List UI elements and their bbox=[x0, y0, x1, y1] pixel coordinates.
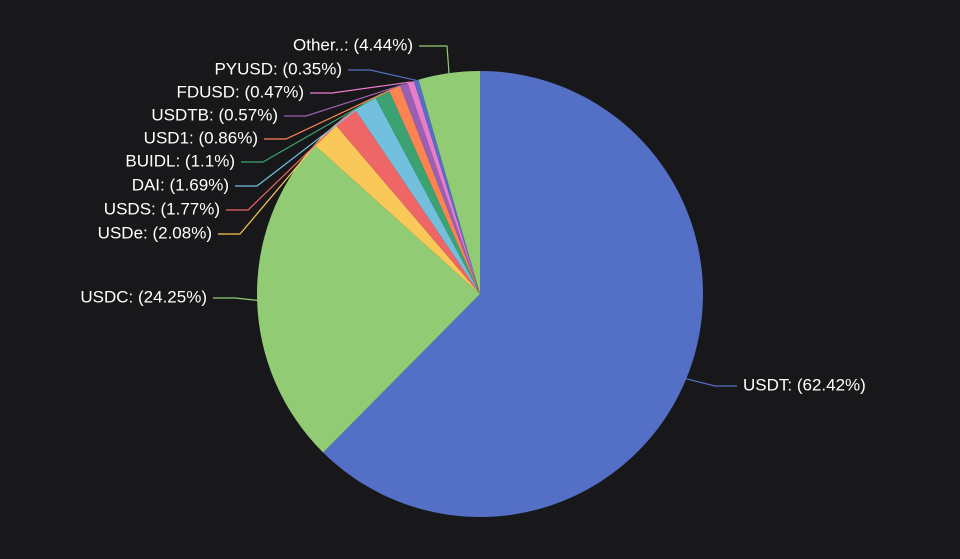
slice-label-usdtb: USDTB: (0.57%) bbox=[151, 105, 278, 124]
pie-slice-pyusd bbox=[413, 79, 480, 294]
pie-slice-buidl bbox=[375, 90, 480, 294]
leader-line-usdtb bbox=[284, 83, 405, 117]
pie-slice-other bbox=[418, 71, 480, 294]
labels-layer: USDT: (62.42%) USDC: (24.25%) USDe: (2.08%… bbox=[80, 35, 865, 394]
slice-label-other: Other..: (4.44%) bbox=[293, 35, 413, 54]
pie-slice-dai bbox=[354, 97, 480, 295]
leader-line-usd1 bbox=[264, 87, 395, 140]
slice-label-usd1: USD1: (0.86%) bbox=[144, 128, 258, 147]
slice-label-usds: USDS: (1.77%) bbox=[104, 199, 220, 218]
leader-line-other bbox=[419, 45, 450, 74]
leader-line-buidl bbox=[241, 93, 383, 163]
leader-line-fdusd bbox=[310, 81, 411, 94]
slices-layer bbox=[256, 71, 703, 517]
leader-line-dai bbox=[235, 102, 366, 187]
slice-label-pyusd: PYUSD: (0.35%) bbox=[214, 59, 342, 78]
slice-label-usde: USDe: (2.08%) bbox=[98, 223, 212, 242]
pie-slice-usdtb bbox=[400, 83, 480, 294]
pie-slice-usds bbox=[335, 109, 480, 295]
pie-slice-fdusd bbox=[407, 81, 480, 295]
pie-slice-usd1 bbox=[388, 85, 480, 294]
pie-slice-usdc bbox=[256, 144, 480, 453]
pie-slice-usdt bbox=[323, 71, 703, 517]
leader-line-usdc bbox=[213, 297, 258, 301]
slice-label-usdt: USDT: (62.42%) bbox=[743, 375, 866, 394]
pie-slice-usde bbox=[314, 124, 480, 294]
slice-label-usdc: USDC: (24.25%) bbox=[80, 287, 207, 306]
slice-label-dai: DAI: (1.69%) bbox=[132, 175, 229, 194]
slice-label-buidl: BUIDL: (1.1%) bbox=[125, 151, 235, 170]
slice-label-fdusd: FDUSD: (0.47%) bbox=[176, 82, 304, 101]
leader-line-pyusd bbox=[348, 69, 417, 81]
leader-line-usde bbox=[218, 133, 325, 235]
leader-line-usdt bbox=[686, 378, 737, 387]
leader-lines-layer bbox=[213, 45, 737, 387]
leader-line-usds bbox=[226, 116, 346, 211]
